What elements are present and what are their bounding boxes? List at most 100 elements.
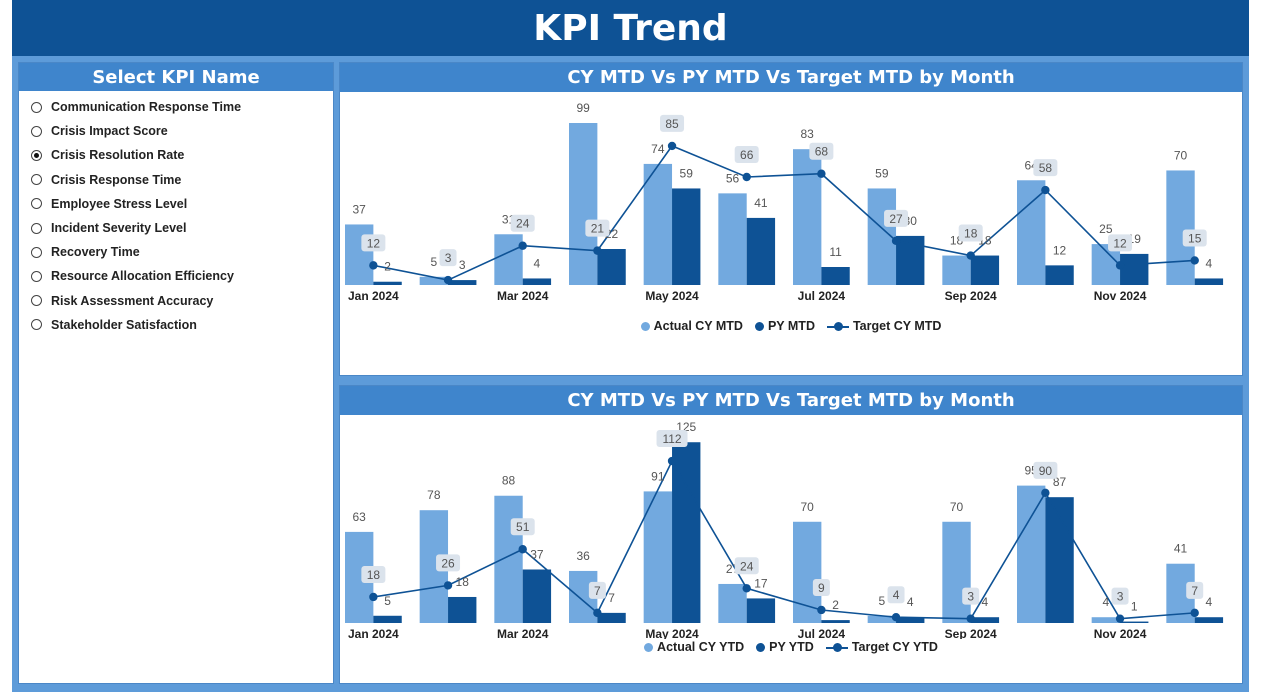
data-label-box: [887, 586, 905, 604]
data-label: 24: [740, 559, 754, 573]
data-label: 4: [907, 595, 914, 609]
target-point: [891, 236, 901, 246]
target-line: [373, 459, 1195, 620]
radio-icon[interactable]: [31, 101, 42, 113]
target-point: [966, 614, 975, 623]
kpi-option-label: Employee Stress Level: [51, 196, 188, 211]
bar-py: [896, 617, 925, 623]
data-label: 17: [754, 576, 768, 590]
radio-icon[interactable]: [31, 270, 42, 282]
data-label: 41: [1174, 542, 1188, 556]
kpi-option-label: Risk Assessment Accuracy: [51, 293, 214, 308]
bar-py: [821, 620, 850, 623]
bar-py: [1194, 278, 1224, 285]
data-label: 2: [832, 598, 839, 612]
data-label: 78: [427, 488, 441, 502]
target-point: [593, 608, 602, 618]
kpi-list: Communication Response Time Crisis Impact…: [19, 91, 333, 337]
bar-py: [970, 617, 1000, 623]
x-tick-label: Nov 2024: [1094, 289, 1147, 303]
data-label: 4: [893, 588, 900, 602]
data-label: 12: [1053, 243, 1067, 257]
bar-actual: [942, 255, 971, 285]
data-label: 74: [651, 142, 665, 156]
data-label: 37: [530, 547, 544, 561]
bar-py: [373, 281, 402, 285]
data-label: 90: [1039, 464, 1053, 478]
dashboard-frame: KPI Trend Select KPI Name Communication …: [12, 0, 1249, 692]
legend-item[interactable]: Target CY MTD: [826, 319, 941, 333]
data-label-box: [1186, 581, 1204, 599]
legend-item[interactable]: Target CY YTD: [825, 640, 938, 654]
target-point: [593, 246, 602, 255]
bar-actual: [1017, 485, 1046, 623]
legend-label: Actual CY MTD: [653, 319, 743, 333]
data-label: 5: [879, 594, 886, 608]
kpi-slicer-title: Select KPI Name: [19, 63, 333, 91]
bar-py: [597, 249, 626, 285]
bar-py: [597, 612, 626, 623]
bar-actual: [793, 521, 822, 623]
bar-actual: [942, 521, 971, 623]
target-point: [1190, 608, 1199, 618]
legend-item[interactable]: PY MTD: [754, 319, 815, 333]
legend-item[interactable]: Actual CY YTD: [644, 640, 744, 654]
radio-icon[interactable]: [31, 319, 42, 331]
data-label: 18: [367, 568, 381, 582]
bar-actual: [643, 491, 673, 623]
kpi-option[interactable]: Incident Severity Level: [19, 216, 333, 240]
data-label: 11: [829, 245, 842, 259]
title-bar: KPI Trend: [12, 0, 1249, 56]
legend-dot-icon: [756, 642, 766, 652]
data-label: 87: [1053, 475, 1067, 489]
bar-actual: [718, 193, 747, 285]
data-label-box: [656, 430, 688, 448]
x-tick-label: Jul 2024: [798, 627, 846, 639]
bar-actual: [419, 276, 449, 285]
bar-actual: [793, 149, 822, 285]
radio-icon[interactable]: [31, 198, 42, 210]
data-label: 2: [384, 260, 391, 274]
legend-item[interactable]: Actual CY MTD: [640, 319, 743, 333]
radio-icon[interactable]: [31, 246, 42, 258]
kpi-option[interactable]: Risk Assessment Accuracy: [19, 289, 333, 313]
radio-icon[interactable]: [31, 125, 42, 137]
x-tick-label: May 2024: [645, 289, 699, 303]
radio-icon[interactable]: [31, 222, 42, 234]
radio-icon[interactable]: [31, 174, 42, 186]
chart-panel-mtd: CY MTD Vs PY MTD Vs Target MTD by Month …: [339, 62, 1243, 376]
kpi-option[interactable]: Communication Response Time: [19, 95, 333, 119]
data-label-box: [660, 114, 685, 132]
kpi-option[interactable]: Crisis Response Time: [19, 168, 333, 192]
radio-icon[interactable]: [31, 295, 42, 307]
chart-ytd-plot: 6351878182688375136779112511227172470295…: [345, 420, 1224, 639]
data-label: 112: [662, 432, 681, 446]
data-label: 70: [1174, 148, 1188, 162]
data-label: 56: [726, 171, 740, 185]
kpi-option[interactable]: Crisis Resolution Rate: [19, 143, 333, 167]
bar-actual: [494, 234, 523, 285]
radio-selected-icon[interactable]: [31, 149, 42, 161]
data-label-box: [436, 554, 461, 572]
bar-py: [522, 278, 552, 285]
data-label: 59: [875, 166, 889, 180]
kpi-option[interactable]: Recovery Time: [19, 240, 333, 264]
legend-item[interactable]: PY YTD: [756, 640, 814, 654]
bar-actual: [494, 495, 523, 623]
bar-py: [746, 217, 776, 285]
bar-py: [746, 598, 776, 623]
x-tick-label: Mar 2024: [497, 289, 549, 303]
target-point: [443, 581, 453, 590]
kpi-option[interactable]: Stakeholder Satisfaction: [19, 313, 333, 337]
legend-label: PY YTD: [769, 640, 814, 654]
data-label-box: [734, 146, 759, 163]
data-label: 88: [502, 474, 516, 488]
data-label: 24: [516, 217, 530, 231]
chart-legend: Actual CY MTD PY MTD Target CY MTD: [340, 319, 1242, 333]
bar-actual: [643, 163, 673, 285]
kpi-option[interactable]: Employee Stress Level: [19, 192, 333, 216]
kpi-option[interactable]: Resource Allocation Efficiency: [19, 264, 333, 288]
legend-dot-icon: [644, 642, 654, 652]
kpi-option[interactable]: Crisis Impact Score: [19, 119, 333, 143]
